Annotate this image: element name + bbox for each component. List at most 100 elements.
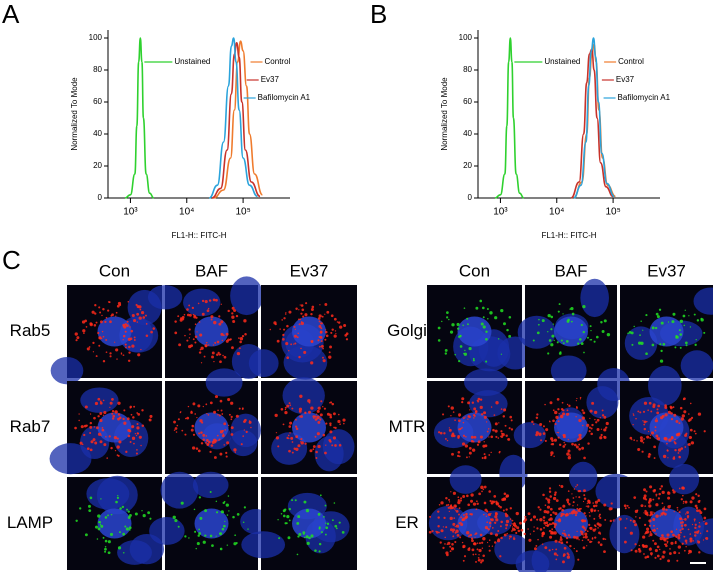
signal-dot	[553, 493, 557, 496]
signal-dot	[495, 435, 498, 438]
signal-dot	[300, 441, 302, 443]
signal-dot	[626, 518, 628, 520]
signal-dot	[291, 499, 294, 502]
signal-dot	[535, 431, 539, 435]
x-axis-label: FL1-H:: FITC-H	[541, 231, 596, 240]
signal-dot	[468, 456, 470, 458]
signal-dot	[566, 552, 569, 555]
signal-dot	[681, 486, 685, 490]
signal-dot	[216, 353, 219, 356]
signal-dot	[537, 538, 539, 541]
signal-dot	[318, 550, 321, 553]
signal-dot	[244, 333, 247, 336]
signal-dot	[320, 344, 324, 348]
signal-dot	[575, 416, 577, 418]
signal-dot	[544, 504, 547, 507]
signal-dot	[302, 531, 306, 535]
signal-dot	[458, 513, 461, 516]
signal-dot	[590, 510, 593, 513]
signal-dot	[582, 305, 586, 309]
signal-dot	[453, 434, 456, 438]
signal-dot	[474, 536, 476, 539]
signal-dot	[441, 320, 443, 323]
column-header: BAF	[554, 261, 587, 280]
signal-dot	[651, 326, 655, 330]
signal-dot	[317, 339, 320, 342]
signal-dot	[121, 505, 125, 509]
signal-dot	[660, 321, 664, 325]
signal-dot	[654, 556, 657, 559]
signal-dot	[575, 445, 579, 449]
signal-dot	[494, 429, 498, 433]
nucleus	[292, 508, 326, 539]
signal-dot	[469, 533, 473, 537]
signal-dot	[282, 333, 285, 337]
nucleus	[554, 508, 588, 539]
signal-dot	[455, 524, 460, 528]
signal-dot	[315, 450, 318, 454]
signal-dot	[88, 509, 92, 513]
signal-dot	[300, 304, 304, 307]
signal-dot	[322, 347, 324, 350]
signal-dot	[685, 341, 688, 345]
signal-dot	[243, 429, 246, 431]
signal-dot	[582, 536, 585, 539]
signal-dot	[596, 522, 600, 526]
signal-dot	[500, 408, 503, 410]
signal-dot	[643, 494, 647, 498]
signal-dot	[457, 436, 460, 439]
signal-dot	[699, 532, 702, 535]
signal-dot	[654, 549, 658, 553]
signal-dot	[172, 515, 176, 520]
signal-dot	[462, 421, 465, 424]
nucleus	[230, 413, 262, 448]
signal-dot	[560, 339, 563, 342]
signal-dot	[553, 552, 557, 556]
signal-dot	[462, 544, 466, 548]
signal-dot	[674, 346, 677, 349]
signal-dot	[560, 541, 564, 545]
signal-dot	[698, 551, 701, 554]
signal-dot	[550, 315, 554, 319]
nucleus	[194, 508, 229, 539]
signal-dot	[451, 547, 454, 550]
signal-dot	[567, 413, 570, 415]
signal-dot	[125, 346, 127, 349]
signal-dot	[117, 546, 122, 550]
signal-dot	[139, 308, 142, 311]
signal-dot	[684, 309, 686, 311]
signal-dot	[485, 360, 488, 363]
signal-dot	[648, 519, 652, 523]
signal-dot	[589, 527, 591, 529]
signal-dot	[217, 409, 219, 412]
signal-dot	[141, 409, 144, 412]
signal-dot	[193, 508, 196, 511]
signal-dot	[89, 421, 93, 425]
signal-dot	[567, 490, 570, 492]
signal-dot	[471, 539, 474, 543]
signal-dot	[485, 330, 488, 333]
signal-dot	[219, 360, 222, 364]
series-line	[570, 48, 614, 199]
signal-dot	[520, 528, 524, 532]
signal-dot	[539, 422, 543, 426]
signal-dot	[569, 454, 571, 456]
signal-dot	[697, 540, 701, 544]
signal-dot	[468, 451, 472, 455]
signal-dot	[549, 401, 553, 405]
signal-dot	[457, 327, 460, 330]
signal-dot	[326, 522, 330, 525]
signal-dot	[329, 402, 331, 404]
signal-dot	[594, 500, 599, 504]
signal-dot	[230, 401, 234, 405]
signal-dot	[467, 401, 471, 405]
series-line	[213, 40, 263, 199]
signal-dot	[662, 537, 666, 541]
signal-dot	[482, 537, 486, 541]
signal-dot	[289, 404, 292, 406]
signal-dot	[487, 318, 489, 320]
signal-dot	[196, 542, 200, 546]
signal-dot	[328, 439, 332, 442]
signal-dot	[97, 527, 101, 531]
